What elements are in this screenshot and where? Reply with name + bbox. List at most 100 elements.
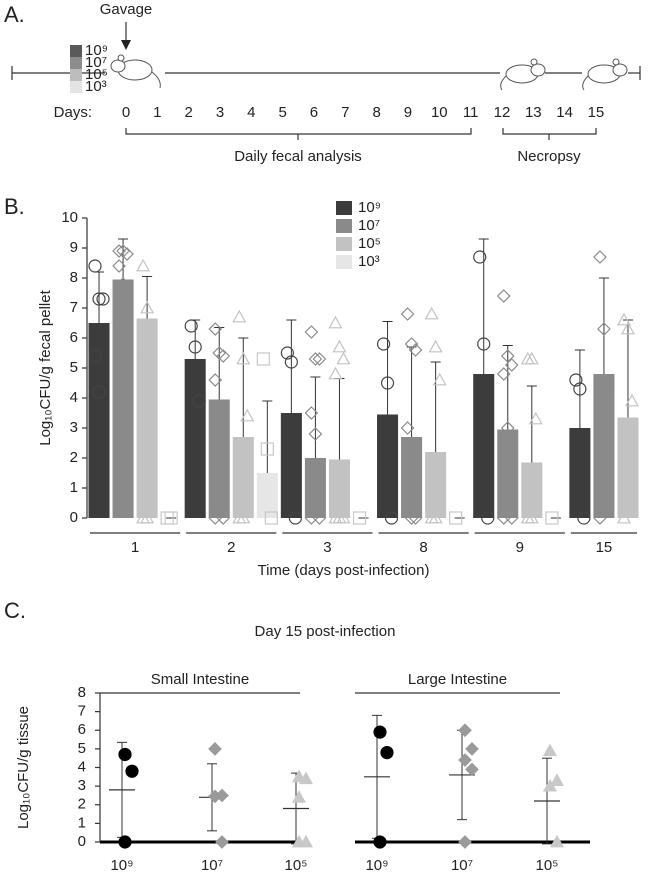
y-tick-label: 8	[70, 269, 78, 286]
data-point	[112, 319, 126, 333]
legend-label: 10³	[358, 253, 380, 270]
data-point	[504, 358, 519, 372]
y-tick-label: 3	[70, 419, 78, 436]
day-label: 13	[525, 104, 542, 121]
legend-swatch	[336, 201, 352, 215]
x-tick-label: 8	[419, 539, 427, 556]
bar	[208, 399, 230, 518]
data-point	[597, 322, 611, 336]
data-point	[545, 511, 559, 525]
legend-swatch	[336, 219, 352, 233]
dose-label: 10⁷	[85, 54, 107, 71]
data-point	[328, 315, 343, 329]
data-point	[212, 346, 227, 360]
data-point	[616, 312, 631, 326]
bar	[88, 323, 110, 518]
data-point	[208, 511, 223, 525]
bar	[136, 318, 158, 518]
data-point	[373, 835, 387, 849]
data-point	[88, 349, 102, 363]
data-point	[616, 510, 631, 524]
data-point	[528, 411, 543, 425]
panel-label: B.	[4, 194, 25, 219]
chart-subtitle: Large Intestine	[408, 671, 507, 688]
data-point	[400, 421, 415, 435]
bar	[617, 417, 639, 518]
dose-swatch	[70, 81, 82, 93]
bar	[401, 437, 423, 518]
data-point	[208, 373, 223, 387]
data-point	[620, 321, 635, 335]
y-tick-label: 2	[70, 449, 78, 466]
y-tick-label: 2	[78, 796, 86, 813]
data-point	[136, 258, 151, 272]
bar	[497, 429, 519, 518]
y-axis-title: Log₁₀CFU/g fecal pellet	[37, 289, 54, 445]
y-axis-title: Log₁₀CFU/g tissue	[15, 706, 32, 829]
day-label: 4	[247, 104, 255, 121]
data-point	[140, 300, 155, 314]
data-point	[116, 364, 130, 378]
data-point	[549, 773, 565, 786]
data-point	[549, 834, 565, 848]
data-point	[236, 351, 251, 365]
data-point	[458, 835, 472, 849]
data-point	[298, 771, 314, 785]
day-label: 5	[278, 104, 286, 121]
data-point	[112, 259, 126, 273]
data-point	[500, 349, 515, 363]
data-point	[428, 339, 443, 353]
dose-label: 10⁹	[85, 42, 108, 59]
y-tick-label: 4	[70, 389, 78, 406]
data-point	[120, 283, 134, 297]
panel-label: C.	[4, 598, 26, 623]
y-tick-label: 7	[70, 299, 78, 316]
data-point	[116, 277, 130, 291]
data-point	[380, 745, 394, 760]
data-point	[524, 351, 539, 365]
gavage-label: Gavage	[100, 1, 153, 18]
y-tick-label: 10	[61, 209, 78, 226]
data-point	[465, 762, 479, 777]
data-point	[291, 790, 307, 803]
bar	[232, 437, 254, 518]
bar	[425, 452, 447, 518]
day-label: 6	[310, 104, 318, 121]
data-point	[260, 442, 274, 456]
data-point	[280, 346, 294, 360]
data-point	[400, 307, 415, 321]
dose-label: 10³	[85, 78, 107, 95]
y-tick-label: 8	[78, 684, 86, 701]
data-point	[215, 835, 229, 849]
x-tick-label: 10⁵	[536, 857, 559, 874]
data-point	[373, 725, 387, 739]
data-point	[404, 337, 419, 351]
data-point	[96, 292, 110, 306]
data-point	[308, 427, 323, 441]
data-point	[432, 372, 447, 386]
data-point	[328, 510, 343, 524]
x-tick-label: 15	[596, 539, 613, 556]
data-point	[304, 406, 319, 420]
data-point	[624, 393, 639, 407]
data-point	[404, 511, 419, 525]
data-point	[212, 439, 227, 453]
bar	[377, 414, 399, 518]
data-point	[601, 376, 615, 390]
bar	[328, 459, 350, 518]
data-point	[336, 510, 351, 524]
day-label: 15	[588, 104, 605, 121]
data-point	[380, 376, 395, 390]
x-axis-title: Time (days post-infection)	[257, 562, 429, 579]
data-point	[256, 352, 270, 366]
data-point	[92, 292, 106, 306]
x-tick-label: 10⁷	[201, 857, 223, 874]
data-point	[288, 511, 302, 525]
data-point	[136, 342, 151, 356]
data-point	[524, 510, 539, 524]
fecal-label: Daily fecal analysis	[234, 148, 362, 165]
data-point	[216, 349, 231, 363]
data-point	[236, 510, 251, 524]
x-tick-label: 10⁵	[285, 857, 308, 874]
